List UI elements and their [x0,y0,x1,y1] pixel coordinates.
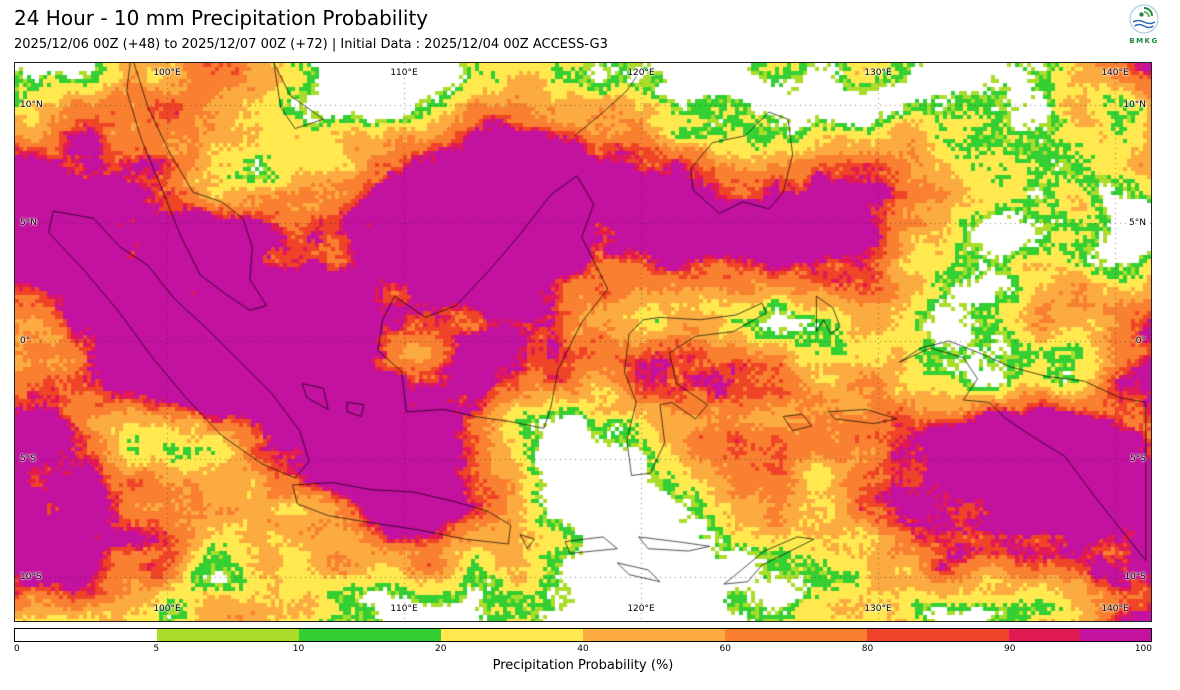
colorbar-title: Precipitation Probability (%) [492,658,674,673]
colorbar-tick-40: 40 [577,644,589,654]
lat-label-left-5n: 5°N [20,218,37,228]
page-title: 24 Hour - 10 mm Precipitation Probabilit… [14,6,429,30]
lat-label-right-5n: 5°N [1129,218,1146,228]
bmkg-logo: BMKG [1122,4,1166,45]
lat-label-left-10n: 10°N [20,100,43,110]
lon-label-bottom-120e: 120°E [627,604,655,614]
lon-label-top-120e: 120°E [627,68,655,78]
lon-label-bottom-140e: 140°E [1101,604,1129,614]
colorbar-tick-80: 80 [861,644,874,654]
colorbar-ticks: 0 5 10 20 40 60 80 90 100 [14,642,1152,655]
bmkg-logo-icon [1129,4,1159,34]
colorbar-tick-100: 100 [1134,644,1152,654]
lat-label-right-5s: 5°S [1130,454,1146,464]
lat-label-right-0: 0° [1135,336,1146,346]
colorbar-legend: 0 5 10 20 40 60 80 90 100 Precipitation … [14,628,1152,673]
lon-label-bottom-130e: 130°E [864,604,892,614]
lat-label-left-10s: 10°S [20,572,42,582]
precipitation-field-canvas [15,63,1151,621]
lon-label-bottom-110e: 110°E [390,604,418,614]
precipitation-map: 100°E 110°E 120°E 130°E 140°E 100°E 110°… [14,62,1152,622]
lon-label-bottom-100e: 100°E [153,604,181,614]
colorbar-tick-20: 20 [435,644,447,654]
lat-label-right-10n: 10°N [1123,100,1146,110]
lon-label-top-140e: 140°E [1101,68,1129,78]
lat-label-right-10s: 10°S [1124,572,1146,582]
colorbar-tick-10: 10 [292,644,305,654]
colorbar-tick-60: 60 [719,644,731,654]
lat-label-left-5s: 5°S [20,454,36,464]
lat-label-left-0: 0° [20,336,31,346]
colorbar-tick-90: 90 [1004,644,1016,654]
forecast-period-subtitle: 2025/12/06 00Z (+48) to 2025/12/07 00Z (… [14,37,608,52]
colorbar-gradient [14,628,1152,642]
lon-label-top-130e: 130°E [864,68,892,78]
colorbar-tick-0: 0 [14,644,20,654]
lon-label-top-110e: 110°E [390,68,418,78]
colorbar-tick-5: 5 [153,644,160,654]
bmkg-logo-text: BMKG [1129,37,1159,45]
lon-label-top-100e: 100°E [153,68,181,78]
